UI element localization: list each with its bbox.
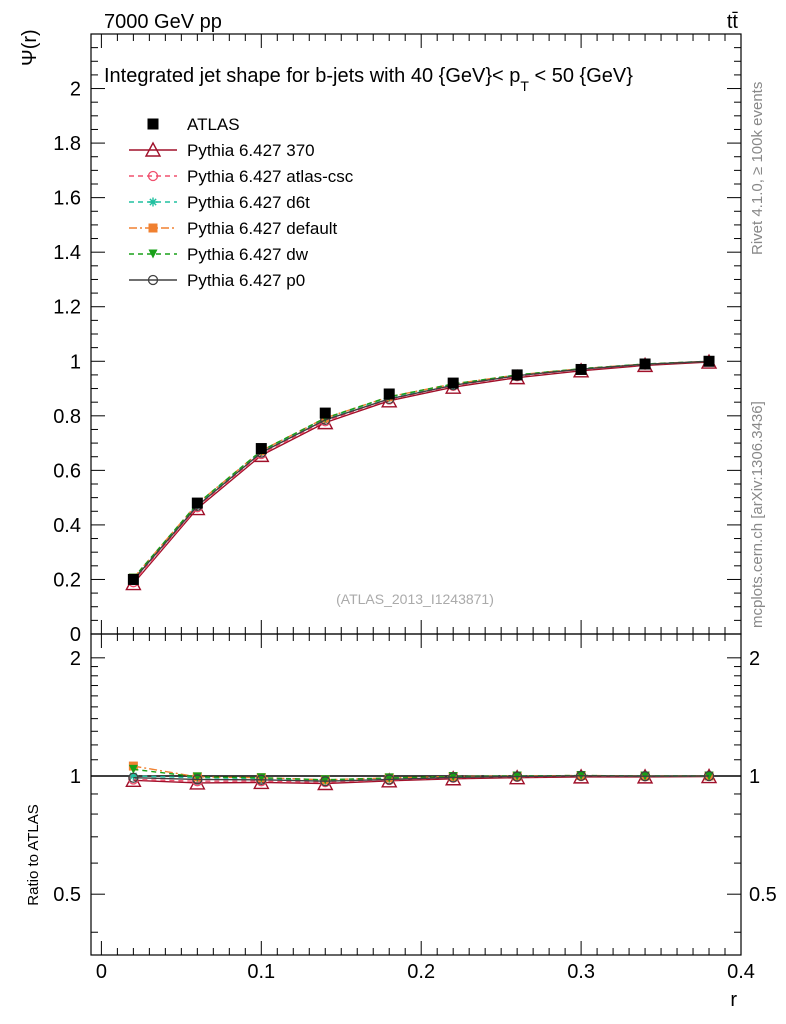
series-line-pythia-6-427-dw — [132, 360, 710, 579]
x-axis-label: r — [730, 989, 737, 1011]
y-tick-label: 0.2 — [53, 569, 81, 591]
ratio-data-point — [511, 771, 523, 782]
atlas-data-point — [319, 407, 331, 419]
ratio-data-point — [448, 772, 459, 783]
legend: ATLAS Pythia 6.427 370 Pythia 6.427 atlas-… — [129, 115, 354, 290]
ratio-series-group — [91, 761, 741, 791]
ratio-data-point — [128, 771, 138, 781]
ratio-data-point — [448, 772, 458, 782]
legend-entry-atlas: ATLAS — [147, 115, 240, 134]
y-tick-label: 1.6 — [53, 188, 81, 210]
legend-label: Pythia 6.427 d6t — [187, 193, 310, 212]
y-tick-label: 1.4 — [53, 242, 81, 264]
y-tick-label: 1.2 — [53, 297, 81, 319]
watermark: (ATLAS_2013_I1243871) — [336, 591, 494, 607]
energy-label: 7000 GeV pp — [104, 11, 222, 33]
legend-label: Pythia 6.427 p0 — [187, 271, 305, 290]
y-tick-label: 0.4 — [53, 515, 81, 537]
main-panel: Integrated jet shape for b-jets with 40 … — [19, 29, 742, 646]
atlas-data-point — [447, 377, 459, 389]
ratio-x-ticks: 0 0.1 0.2 0.3 0.4 — [96, 634, 755, 983]
ratio-data-point — [384, 774, 395, 785]
legend-label: Pythia 6.427 default — [187, 219, 338, 238]
rivet-label: Rivet 4.1.0, ≥ 100k events — [749, 82, 766, 255]
ratio-y-ticks: 0.5 0.5 1 1 2 2 — [53, 648, 777, 933]
atlas-data-point — [639, 358, 651, 370]
series-line-pythia-6-427-p0 — [132, 360, 710, 581]
legend-marker — [148, 223, 158, 233]
legend-entry-pythia-6-427-dw: Pythia 6.427 dw — [129, 245, 309, 264]
ratio-data-point — [128, 772, 139, 783]
main-series-group — [125, 353, 718, 591]
legend-marker — [147, 118, 159, 130]
y-tick-label: 1.8 — [53, 133, 81, 155]
ratio-ylabel: Ratio to ATLAS — [25, 804, 42, 905]
main-y-ticks: 0 0.2 0.4 0.6 0.8 1 1.2 1.4 1.6 1.8 2 — [53, 47, 741, 646]
legend-label: ATLAS — [187, 115, 240, 134]
main-x-ticks — [100, 34, 742, 634]
ratio-data-point — [575, 770, 587, 781]
title-suffix: < 50 {GeV} — [529, 65, 633, 87]
series-line-pythia-6-427-370 — [132, 361, 710, 584]
legend-marker — [148, 197, 158, 207]
y-tick-label: 0.6 — [53, 460, 81, 482]
ratio-tick-label: 0.5 — [53, 884, 81, 906]
atlas-data-point — [127, 573, 139, 585]
ratio-data-point — [320, 776, 331, 787]
ratio-tick-label: 1 — [70, 766, 81, 788]
y-tick-label: 0.8 — [53, 406, 81, 428]
ratio-tick-label-right: 2 — [749, 648, 760, 670]
ratio-panel: Ratio to ATLAS r 0.5 0.5 1 1 2 2 0 0.1 0.2 0.3 0.… — [25, 633, 777, 1011]
ratio-data-point — [192, 772, 202, 782]
atlas-data-point — [383, 388, 395, 400]
legend-entry-pythia-6-427-370: Pythia 6.427 370 — [129, 141, 315, 160]
main-title: Integrated jet shape for b-jets with 40 … — [104, 65, 633, 94]
legend-marker — [148, 249, 158, 259]
legend-entry-pythia-6-427-atlas-csc: Pythia 6.427 atlas-csc — [129, 167, 354, 186]
ratio-series-pythia-6-427-p0 — [128, 770, 715, 787]
ratio-tick-label-right: 1 — [749, 766, 760, 788]
x-tick-label: 0.1 — [247, 961, 275, 983]
y-tick-label: 0 — [70, 624, 81, 646]
process-label: tt̄ — [727, 11, 739, 33]
legend-marker — [147, 274, 159, 286]
ratio-data-point — [703, 770, 715, 782]
main-ylabel: Ψ(r) — [19, 29, 41, 66]
legend-entry-pythia-6-427-d6t: Pythia 6.427 d6t — [129, 193, 310, 212]
ratio-data-point — [128, 764, 138, 774]
atlas-data-point — [191, 497, 203, 509]
ratio-tick-label: 2 — [70, 648, 81, 670]
ratio-frame — [90, 633, 742, 956]
legend-entry-pythia-6-427-default: Pythia 6.427 default — [129, 219, 338, 238]
title-subscript: T — [520, 78, 529, 94]
y-tick-label: 2 — [70, 79, 81, 101]
ratio-data-point — [192, 774, 203, 785]
y-tick-label: 1 — [70, 351, 81, 373]
atlas-data-point — [511, 369, 523, 381]
ratio-tick-label-right: 0.5 — [749, 884, 777, 906]
series-atlas — [127, 355, 715, 585]
series-pythia-6-427-dw — [128, 356, 714, 583]
x-tick-label: 0 — [96, 961, 107, 983]
legend-marker — [144, 141, 162, 157]
atlas-data-point — [703, 355, 715, 367]
ratio-data-point — [256, 774, 267, 785]
legend-marker — [147, 170, 159, 182]
ratio-line-pythia-6-427-p0 — [133, 775, 710, 782]
ratio-data-point — [639, 771, 651, 782]
legend-entry-pythia-6-427-p0: Pythia 6.427 p0 — [129, 271, 305, 290]
mcplots-label: mcplots.cern.ch [arXiv:1306.3436] — [749, 401, 766, 628]
legend-label: Pythia 6.427 dw — [187, 245, 309, 264]
legend-label: Pythia 6.427 atlas-csc — [187, 167, 354, 186]
legend-label: Pythia 6.427 370 — [187, 141, 315, 160]
x-tick-label: 0.3 — [567, 961, 595, 983]
atlas-data-point — [575, 363, 587, 375]
title-prefix: Integrated jet shape for b-jets with 40 … — [104, 65, 520, 87]
x-tick-label: 0.2 — [407, 961, 435, 983]
atlas-data-point — [255, 443, 267, 455]
x-tick-label: 0.4 — [727, 961, 755, 983]
